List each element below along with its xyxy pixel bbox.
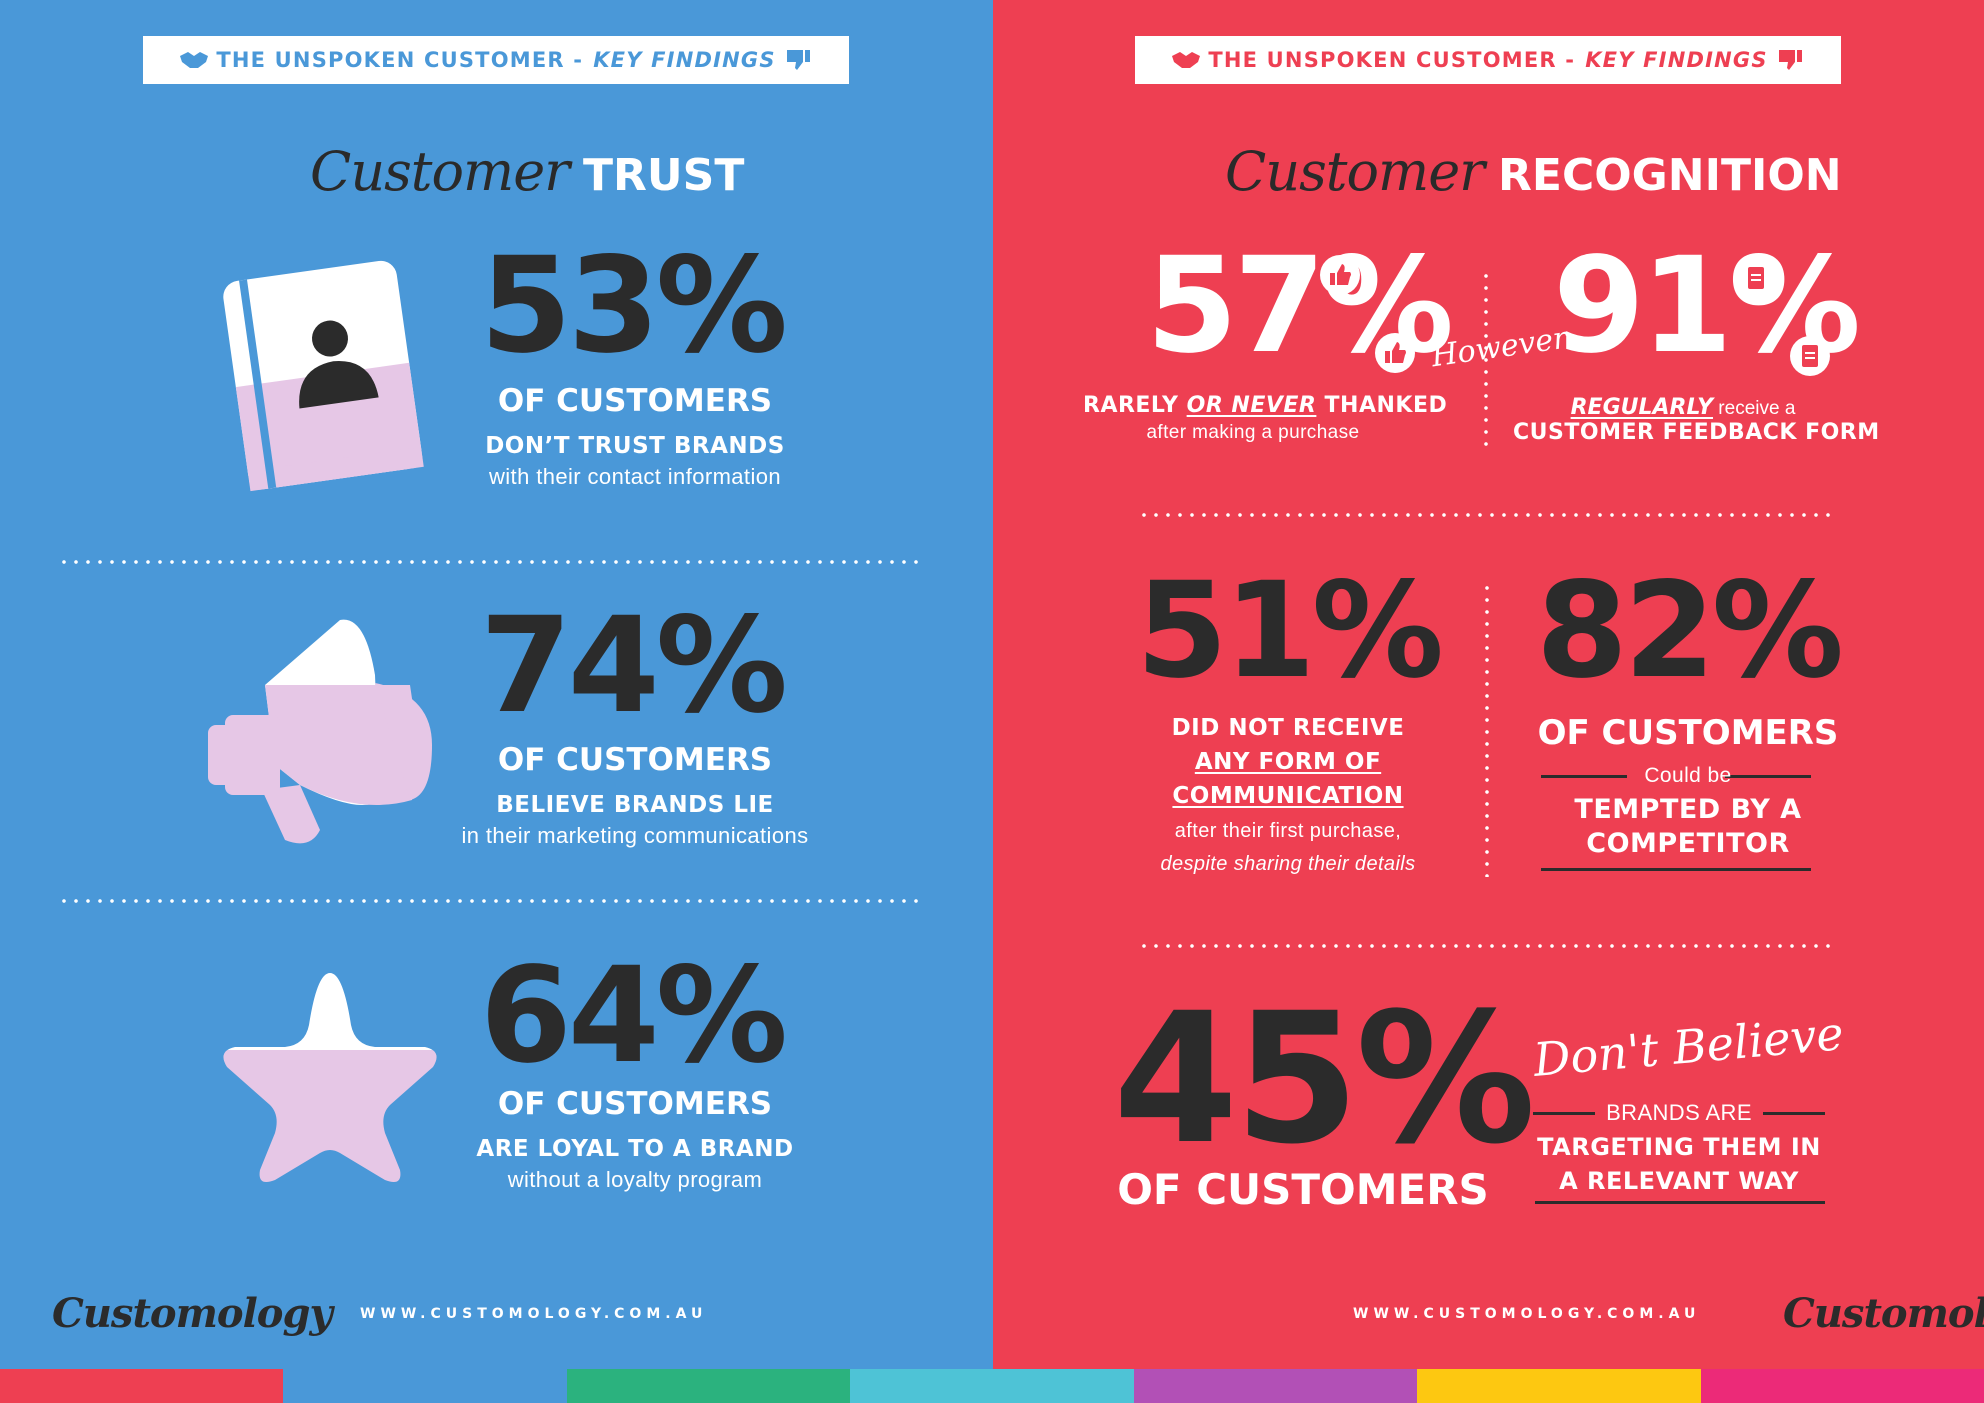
section-title-recognition: Customer RECOGNITION xyxy=(1225,140,1842,203)
megaphone-icon xyxy=(208,619,432,844)
stat-value-53: 53% xyxy=(480,229,788,383)
title-script: Customer xyxy=(1225,140,1485,203)
stat-57-line1: RARELY OR NEVER THANKED xyxy=(1083,393,1448,418)
banner-emphasis: KEY FINDINGS xyxy=(593,48,776,72)
rule xyxy=(1541,868,1811,871)
stat-value-74: 74% xyxy=(480,589,788,743)
however-script: However xyxy=(1429,320,1570,375)
stat-51-line2: ANY FORM OF xyxy=(1194,749,1382,775)
color-stripe xyxy=(1133,1369,1419,1403)
title-main: TRUST xyxy=(583,150,745,201)
stat-line1: OF CUSTOMERS xyxy=(497,383,773,419)
dont-believe-script: Don't Believe xyxy=(1531,1006,1846,1087)
stat-line3: without a loyalty program xyxy=(507,1167,763,1192)
stat-line2: BELIEVE BRANDS LIE xyxy=(496,792,774,818)
stat-57-line2: after making a purchase xyxy=(1146,422,1360,443)
stat-line1: OF CUSTOMERS xyxy=(497,742,773,778)
stat-51-line1: DID NOT RECEIVE xyxy=(1171,715,1405,741)
stat-value-82: 82% xyxy=(1536,554,1844,708)
stat-82-line2: Could be xyxy=(1644,764,1732,787)
stat-value-45: 45% xyxy=(1113,975,1536,1184)
recognition-panel: THE UNSPOKEN CUSTOMER - KEY FINDINGS Cus… xyxy=(993,0,1984,1369)
color-stripe xyxy=(283,1369,568,1403)
section-title-trust: Customer TRUST xyxy=(310,140,744,203)
stat-51-line4: after their first purchase, xyxy=(1174,820,1402,842)
divider xyxy=(1138,513,1838,517)
color-stripe xyxy=(566,1369,852,1403)
color-stripe xyxy=(850,1369,1135,1403)
divider-vertical xyxy=(1484,270,1488,450)
banner-prefix: THE UNSPOKEN CUSTOMER - xyxy=(216,48,584,72)
rule xyxy=(1533,1112,1595,1115)
header-banner: THE UNSPOKEN CUSTOMER - KEY FINDINGS xyxy=(1135,36,1841,84)
footer-url[interactable]: WWW.CUSTOMOLOGY.COM.AU xyxy=(1353,1306,1701,1322)
rule xyxy=(1763,1112,1825,1115)
rule xyxy=(1725,775,1811,778)
stat-45-line3: TARGETING THEM IN xyxy=(1537,1133,1821,1161)
handshake-icon xyxy=(1172,52,1200,68)
divider xyxy=(1138,944,1838,948)
color-stripe xyxy=(1417,1369,1702,1403)
stat-line2: DON’T TRUST BRANDS xyxy=(485,433,785,459)
regularly-emphasis: REGULARLY xyxy=(1570,395,1714,420)
header-banner: THE UNSPOKEN CUSTOMER - KEY FINDINGS xyxy=(143,36,849,84)
thumbs-down-icon xyxy=(787,50,810,70)
color-stripe xyxy=(1700,1369,1984,1403)
stat-91-line1: REGULARLY receive a xyxy=(1570,395,1796,420)
divider-vertical xyxy=(1485,582,1489,877)
stat-51-line5: despite sharing their details xyxy=(1160,853,1416,875)
divider xyxy=(58,899,918,903)
customology-logo: Customology xyxy=(52,1290,333,1337)
thumbs-down-icon xyxy=(1779,50,1802,70)
stat-value-64: 64% xyxy=(480,939,788,1093)
customology-logo: Customology xyxy=(1783,1290,1984,1337)
stat-51-line3: COMMUNICATION xyxy=(1172,783,1404,809)
stat-value-51: 51% xyxy=(1136,554,1444,708)
star-icon xyxy=(223,973,437,1183)
trust-panel: THE UNSPOKEN CUSTOMER - KEY FINDINGS Cus… xyxy=(0,0,993,1369)
stat-value-91: 91% xyxy=(1553,229,1861,383)
title-script: Customer xyxy=(310,140,570,203)
stat-line2: ARE LOYAL TO A BRAND xyxy=(476,1136,794,1162)
stat-line1: OF CUSTOMERS xyxy=(497,1086,773,1122)
stat-45-line1: OF CUSTOMERS xyxy=(1117,1165,1489,1214)
footer-url[interactable]: WWW.CUSTOMOLOGY.COM.AU xyxy=(360,1306,708,1322)
stat-line3: in their marketing communications xyxy=(461,823,809,848)
banner-prefix: THE UNSPOKEN CUSTOMER - xyxy=(1208,48,1576,72)
stat-45-line4: A RELEVANT WAY xyxy=(1559,1167,1799,1195)
stat-line3: with their contact information xyxy=(488,464,782,489)
rule xyxy=(1541,775,1627,778)
stat-91-line2: CUSTOMER FEEDBACK FORM xyxy=(1513,420,1880,445)
thumbs-up-icon xyxy=(1375,333,1415,373)
stat-82-line1: OF CUSTOMERS xyxy=(1537,713,1839,753)
banner-emphasis: KEY FINDINGS xyxy=(1585,48,1768,72)
handshake-icon xyxy=(180,52,208,68)
feedback-form-icon xyxy=(1736,258,1776,298)
rule xyxy=(1535,1201,1825,1204)
title-main: RECOGNITION xyxy=(1498,150,1842,201)
contact-book-icon xyxy=(223,260,424,492)
stat-45-line2: BRANDS ARE xyxy=(1606,1100,1752,1125)
divider xyxy=(58,560,918,564)
or-never-emphasis: OR NEVER xyxy=(1186,393,1317,418)
stat-82-line3: TEMPTED BY A xyxy=(1574,794,1802,825)
feedback-form-icon xyxy=(1790,336,1830,376)
color-stripe xyxy=(0,1369,285,1403)
stat-82-line4: COMPETITOR xyxy=(1586,828,1790,859)
thumbs-up-icon xyxy=(1320,255,1360,295)
